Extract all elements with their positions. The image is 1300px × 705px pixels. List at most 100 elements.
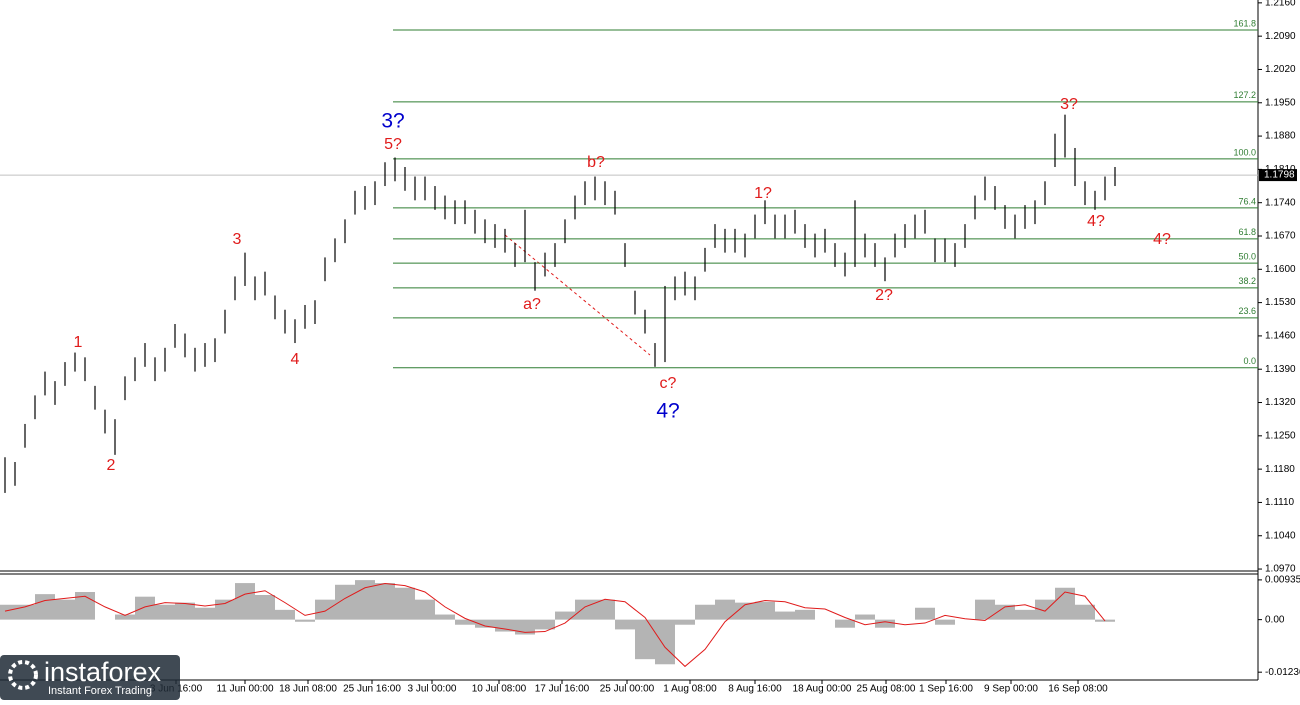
fib-label: 100.0 <box>1233 147 1256 157</box>
macd-histogram-bar <box>835 619 855 628</box>
macd-histogram-bar <box>715 599 735 620</box>
y-tick-label: 1.2020 <box>1265 64 1296 75</box>
x-tick-label: 25 Jun 16:00 <box>343 684 401 695</box>
wave-label: b? <box>587 154 605 171</box>
x-tick-label: 9 Sep 00:00 <box>984 684 1038 695</box>
macd-histogram-bar <box>735 602 755 620</box>
fib-label: 38.2 <box>1238 276 1256 286</box>
y-tick-label: 1.2090 <box>1265 31 1296 42</box>
macd-histogram-bar <box>695 604 715 620</box>
wave-label: 4? <box>1153 231 1171 248</box>
y-tick-label: 1.0970 <box>1265 564 1296 575</box>
wave-label: 2 <box>107 457 116 474</box>
watermark: instaforex Instant Forex Trading <box>0 655 180 700</box>
macd-histogram-bar <box>1075 604 1095 620</box>
macd-histogram-bar <box>1035 599 1055 620</box>
macd-histogram-bar <box>315 599 335 620</box>
macd-histogram-bar <box>295 619 315 622</box>
macd-histogram-bar <box>1015 609 1035 620</box>
y-tick-label: 1.1390 <box>1265 364 1296 375</box>
x-tick-label: 1 Aug 08:00 <box>663 684 717 695</box>
y-tick-label: 1.1320 <box>1265 397 1296 408</box>
macd-histogram-bar <box>655 619 675 665</box>
last-price-box <box>1259 169 1297 182</box>
x-tick-label: 18 Jun 08:00 <box>279 684 337 695</box>
macd-histogram-bar <box>415 599 435 620</box>
y-tick-label: 1.1740 <box>1265 197 1296 208</box>
macd-histogram-bar <box>595 599 615 620</box>
macd-histogram-bar <box>15 604 35 620</box>
x-tick-label: 8 Aug 16:00 <box>728 684 782 695</box>
watermark-icon <box>8 660 38 690</box>
macd-histogram-bar <box>455 619 475 625</box>
y-tick-label: 1.1040 <box>1265 530 1296 541</box>
macd-histogram-bar <box>855 614 875 620</box>
fib-label: 161.8 <box>1233 18 1256 28</box>
macd-histogram-bar <box>235 583 255 620</box>
fib-label: 0.0 <box>1243 356 1256 366</box>
watermark-tagline: Instant Forex Trading <box>48 685 152 697</box>
y-tick-label: -0.01236 <box>1265 667 1300 678</box>
y-tick-label: 1.1950 <box>1265 97 1296 108</box>
macd-histogram-bar <box>1055 587 1075 620</box>
x-tick-label: 3 Jul 00:00 <box>408 684 457 695</box>
wave-label: 1? <box>754 185 772 202</box>
macd-histogram-bar <box>535 619 555 630</box>
macd-histogram-bar <box>755 601 775 620</box>
macd-histogram-bar <box>335 584 355 620</box>
wave-label: 3? <box>1060 96 1078 113</box>
x-tick-label: 25 Jul 00:00 <box>600 684 655 695</box>
y-tick-label: 1.1180 <box>1265 464 1295 475</box>
macd-histogram-bar <box>175 602 195 620</box>
last-price-label: 1.1798 <box>1264 170 1295 181</box>
macd-histogram-bar <box>195 607 215 620</box>
y-tick-label: 1.2160 <box>1265 0 1296 8</box>
watermark-brand: instaforex <box>44 657 162 687</box>
wave-label: 4 <box>291 351 300 368</box>
x-tick-label: 25 Aug 08:00 <box>857 684 916 695</box>
fib-label: 61.8 <box>1238 227 1256 237</box>
wave-label: 5? <box>384 136 402 153</box>
x-tick-label: 1 Sep 16:00 <box>919 684 973 695</box>
macd-histogram-bar <box>675 619 695 625</box>
watermark-box <box>0 655 180 700</box>
wave-label: a? <box>523 296 541 313</box>
macd-histogram-bar <box>775 611 795 620</box>
macd-histogram-bar <box>275 609 295 620</box>
macd-histogram-bar <box>395 587 415 620</box>
y-tick-label: 0.00935 <box>1265 575 1300 586</box>
y-tick-label: 0.00 <box>1265 614 1285 625</box>
wave-label: 3 <box>233 231 242 248</box>
wave-label: 1 <box>74 334 83 351</box>
y-tick-label: 1.1670 <box>1265 231 1296 242</box>
macd-histogram-bar <box>155 604 175 620</box>
x-tick-label: 11 Jun 00:00 <box>216 684 274 695</box>
x-tick-label: 18 Aug 00:00 <box>793 684 852 695</box>
macd-signal-line <box>4 582 1106 668</box>
macd-histogram-bar <box>615 619 635 630</box>
x-tick-label: 16 Sep 08:00 <box>1048 684 1108 695</box>
y-tick-label: 1.1880 <box>1265 131 1296 142</box>
wave-label: 3? <box>381 110 404 133</box>
macd-histogram-bar <box>915 607 935 620</box>
wave-label: 2? <box>875 287 893 304</box>
y-tick-label: 1.1110 <box>1265 497 1295 508</box>
macd-histogram-bar <box>495 619 515 632</box>
x-tick-label: 17 Jul 16:00 <box>535 684 590 695</box>
macd-histogram-bar <box>875 619 895 628</box>
macd-histogram-bar <box>55 599 75 620</box>
fib-label: 127.2 <box>1233 90 1256 100</box>
macd-histogram-bar <box>555 611 575 620</box>
macd-histogram-bar <box>935 619 955 625</box>
macd-histogram-bar <box>575 599 595 620</box>
macd-histogram-bar <box>475 619 495 628</box>
macd-histogram-bar <box>975 599 995 620</box>
fib-label: 50.0 <box>1238 251 1256 261</box>
fib-label: 23.6 <box>1238 306 1256 316</box>
wave-connector <box>504 234 651 356</box>
macd-histogram-bar <box>515 619 535 635</box>
macd-histogram-bar <box>255 594 275 620</box>
wave-label: 4? <box>656 400 679 423</box>
macd-histogram-bar <box>35 594 55 620</box>
